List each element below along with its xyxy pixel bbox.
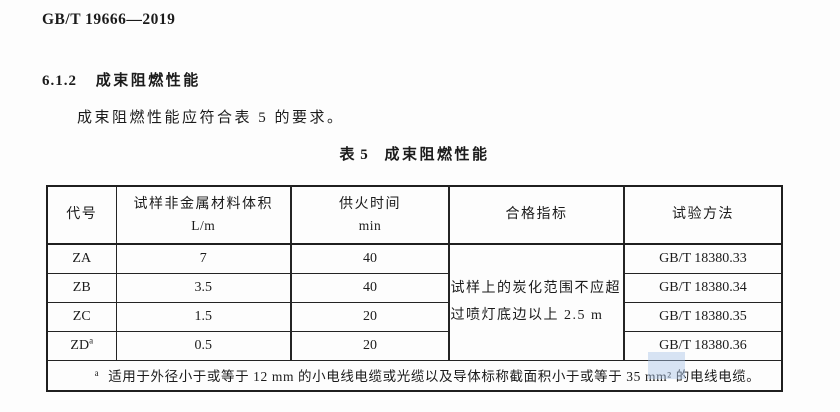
header-volume: 试样非金属材料体积 L/m bbox=[115, 185, 292, 245]
table-caption-label: 表 5 bbox=[339, 147, 369, 163]
cell-code: ZA bbox=[46, 243, 117, 274]
cell-code: ZDa bbox=[46, 330, 117, 361]
footnote-cell: a 适用于外径小于或等于 12 mm 的小电线电缆或光缆以及导体标称截面积小于或等… bbox=[46, 359, 783, 392]
footnote-text: 适用于外径小于或等于 12 mm 的小电线电缆或光缆以及导体标称截面积小于或等于… bbox=[108, 369, 761, 385]
cell-volume: 3.5 bbox=[115, 272, 292, 303]
section-heading: 6.1.2 成束阻燃性能 bbox=[42, 69, 201, 90]
header-time: 供火时间 min bbox=[290, 185, 450, 245]
section-number: 6.1.2 bbox=[42, 73, 77, 89]
cell-volume: 1.5 bbox=[115, 301, 292, 332]
table-caption: 表 5 成束阻燃性能 bbox=[46, 143, 783, 164]
flame-retardant-table: 代号 试样非金属材料体积 L/m 供火时间 min 合格指标 试验方法 ZA 7… bbox=[46, 185, 783, 392]
footnote-marker: a bbox=[94, 367, 100, 378]
table-row: ZB 3.5 40 GB/T 18380.34 bbox=[46, 272, 783, 303]
cell-volume: 7 bbox=[115, 243, 292, 274]
cell-method: GB/T 18380.35 bbox=[623, 301, 783, 332]
cell-time: 40 bbox=[290, 272, 450, 303]
table-footnote-row: a 适用于外径小于或等于 12 mm 的小电线电缆或光缆以及导体标称截面积小于或等… bbox=[46, 359, 783, 392]
header-criteria: 合格指标 bbox=[448, 185, 625, 245]
body-paragraph: 成束阻燃性能应符合表 5 的要求。 bbox=[77, 110, 345, 126]
table-header-row: 代号 试样非金属材料体积 L/m 供火时间 min 合格指标 试验方法 bbox=[46, 185, 783, 245]
header-method: 试验方法 bbox=[623, 185, 783, 245]
header-code: 代号 bbox=[46, 185, 117, 245]
table-row: ZDa 0.5 20 GB/T 18380.36 bbox=[46, 330, 783, 361]
cell-method: GB/T 18380.34 bbox=[623, 272, 783, 303]
cell-time: 20 bbox=[290, 330, 450, 361]
cell-time: 20 bbox=[290, 301, 450, 332]
cell-volume: 0.5 bbox=[115, 330, 292, 361]
section-title: 成束阻燃性能 bbox=[95, 73, 201, 89]
cell-pass-criteria: 试样上的炭化范围不应超过喷灯底边以上 2.5 m bbox=[448, 243, 625, 361]
table-caption-title: 成束阻燃性能 bbox=[384, 147, 490, 163]
standard-number: GB/T 19666—2019 bbox=[42, 11, 176, 28]
table-row: ZC 1.5 20 GB/T 18380.35 bbox=[46, 301, 783, 332]
code-superscript: a bbox=[89, 334, 94, 345]
cell-code: ZB bbox=[46, 272, 117, 303]
cell-method: GB/T 18380.33 bbox=[623, 243, 783, 274]
cell-method: GB/T 18380.36 bbox=[623, 330, 783, 361]
table-row: ZA 7 40 试样上的炭化范围不应超过喷灯底边以上 2.5 m GB/T 18… bbox=[46, 243, 783, 361]
cell-time: 40 bbox=[290, 243, 450, 274]
cell-code: ZC bbox=[46, 301, 117, 332]
